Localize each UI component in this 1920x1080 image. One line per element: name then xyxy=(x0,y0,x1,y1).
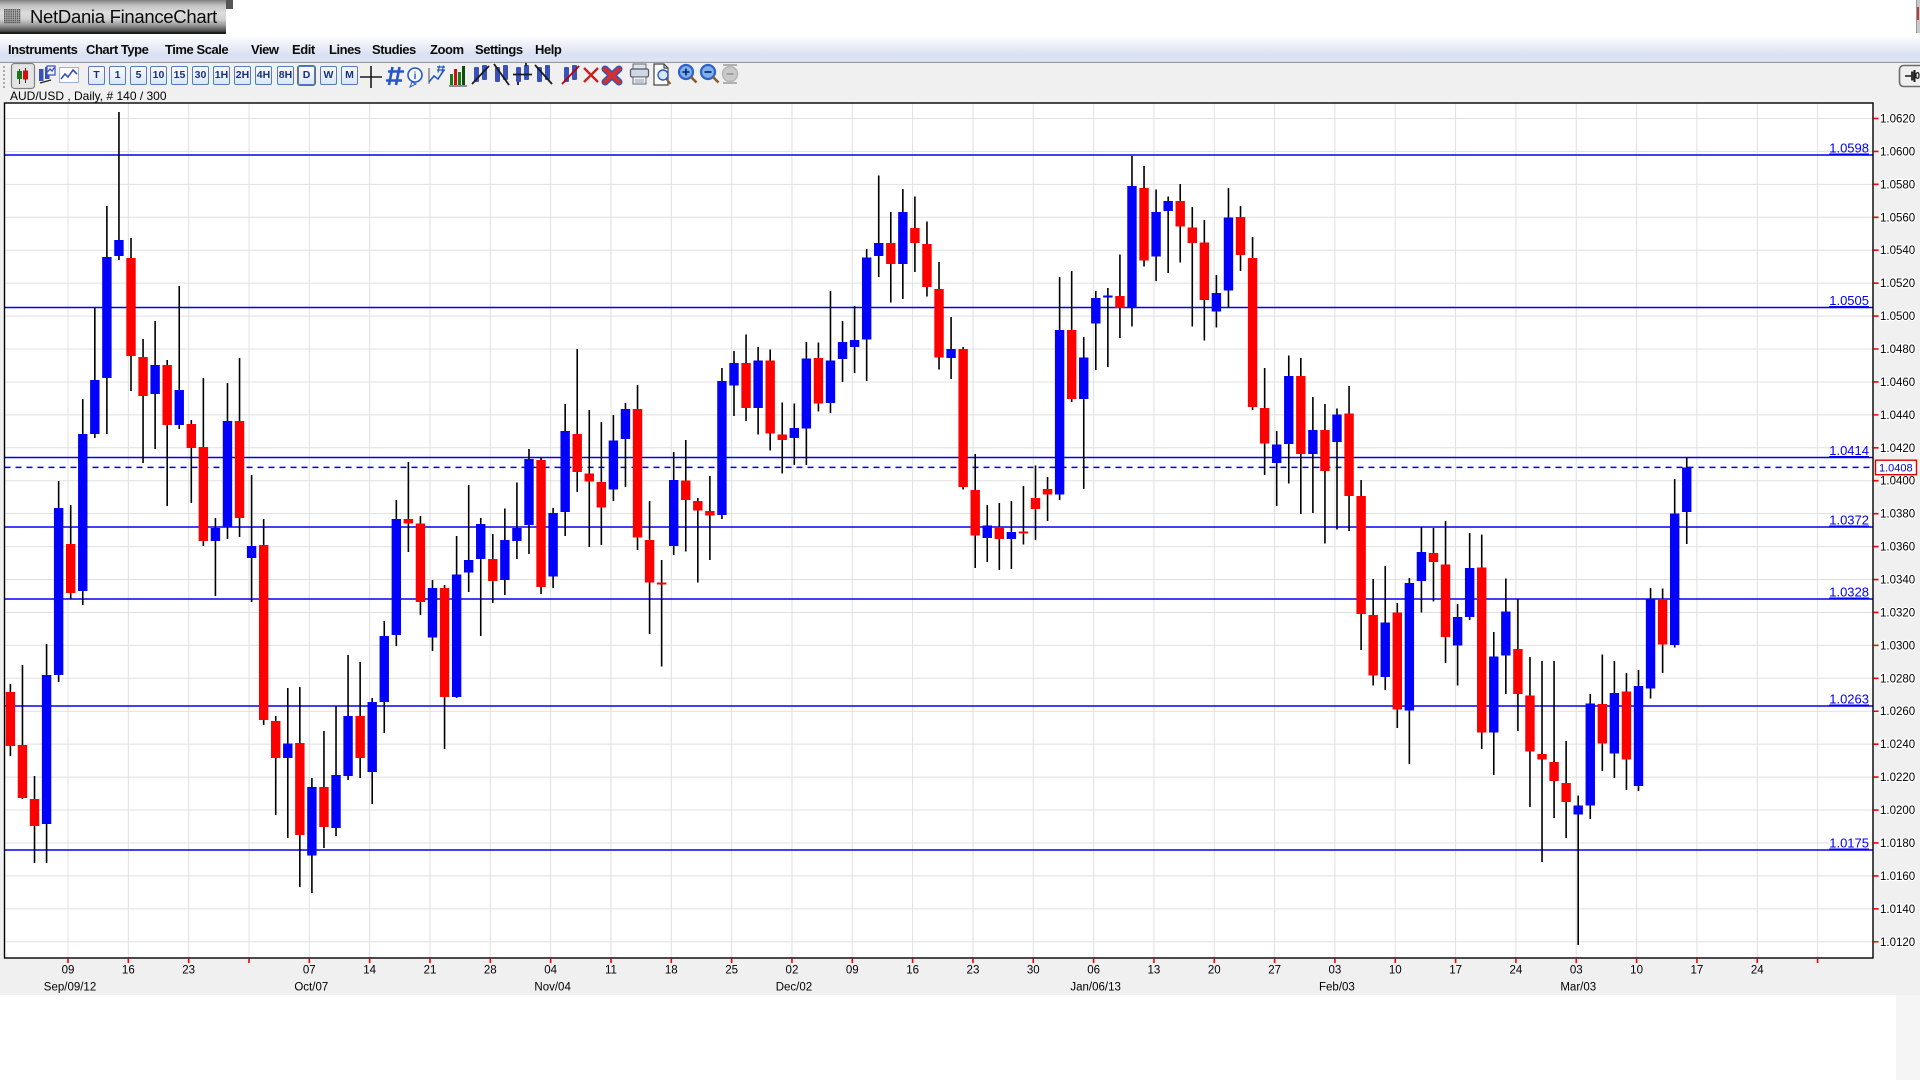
svg-text:Sep/09/12: Sep/09/12 xyxy=(44,982,96,994)
svg-text:11: 11 xyxy=(605,965,617,977)
svg-text:1.0160: 1.0160 xyxy=(1880,871,1915,883)
svg-text:20: 20 xyxy=(1208,965,1221,977)
svg-text:Mar/03: Mar/03 xyxy=(1560,982,1596,994)
svg-text:1.0600: 1.0600 xyxy=(1880,146,1915,158)
svg-text:23: 23 xyxy=(967,965,980,977)
svg-text:Feb/03: Feb/03 xyxy=(1319,982,1355,994)
svg-text:Oct/07: Oct/07 xyxy=(294,982,328,994)
svg-text:06: 06 xyxy=(1087,965,1100,977)
svg-text:1.0328: 1.0328 xyxy=(1829,585,1869,600)
svg-text:17: 17 xyxy=(1691,965,1704,977)
svg-text:04: 04 xyxy=(544,965,557,977)
svg-text:1.0520: 1.0520 xyxy=(1880,278,1915,290)
svg-text:10: 10 xyxy=(1389,965,1402,977)
svg-text:Dec/02: Dec/02 xyxy=(776,982,812,994)
svg-text:03: 03 xyxy=(1329,965,1342,977)
svg-text:09: 09 xyxy=(846,965,859,977)
svg-text:1.0240: 1.0240 xyxy=(1880,739,1915,751)
svg-text:27: 27 xyxy=(1268,965,1281,977)
svg-text:1.0400: 1.0400 xyxy=(1880,476,1915,488)
svg-text:1.0340: 1.0340 xyxy=(1880,575,1915,587)
svg-text:1.0380: 1.0380 xyxy=(1880,509,1915,521)
svg-text:1.0120: 1.0120 xyxy=(1880,937,1915,949)
svg-text:25: 25 xyxy=(725,965,738,977)
svg-text:1.0460: 1.0460 xyxy=(1880,377,1915,389)
svg-text:1.0175: 1.0175 xyxy=(1829,836,1869,851)
svg-text:Nov/04: Nov/04 xyxy=(534,982,571,994)
svg-text:21: 21 xyxy=(424,965,437,977)
svg-text:1.0360: 1.0360 xyxy=(1880,542,1915,554)
svg-text:16: 16 xyxy=(906,965,919,977)
svg-text:02: 02 xyxy=(786,965,799,977)
svg-text:1.0420: 1.0420 xyxy=(1880,443,1915,455)
svg-text:13: 13 xyxy=(1148,965,1161,977)
svg-text:1.0440: 1.0440 xyxy=(1880,410,1915,422)
svg-text:1.0414: 1.0414 xyxy=(1829,443,1869,458)
svg-text:1.0580: 1.0580 xyxy=(1880,179,1915,191)
svg-text:1.0263: 1.0263 xyxy=(1829,692,1869,707)
svg-text:24: 24 xyxy=(1510,965,1523,977)
svg-text:30: 30 xyxy=(1027,965,1040,977)
svg-text:1.0220: 1.0220 xyxy=(1880,772,1915,784)
svg-text:1.0480: 1.0480 xyxy=(1880,344,1915,356)
svg-text:1.0408: 1.0408 xyxy=(1879,462,1913,474)
svg-text:1.0300: 1.0300 xyxy=(1880,640,1915,652)
svg-text:09: 09 xyxy=(62,965,75,977)
svg-text:1.0505: 1.0505 xyxy=(1829,293,1869,308)
svg-text:1.0372: 1.0372 xyxy=(1829,513,1869,528)
svg-text:10: 10 xyxy=(1630,965,1643,977)
svg-text:1.0560: 1.0560 xyxy=(1880,212,1915,224)
svg-text:14: 14 xyxy=(363,965,376,977)
svg-text:1.0280: 1.0280 xyxy=(1880,673,1915,685)
svg-text:AUD/USD , Daily, # 140 / 300: AUD/USD , Daily, # 140 / 300 xyxy=(10,89,167,103)
svg-text:1.0320: 1.0320 xyxy=(1880,607,1915,619)
svg-text:03: 03 xyxy=(1570,965,1583,977)
svg-text:1.0500: 1.0500 xyxy=(1880,311,1915,323)
svg-text:1.0620: 1.0620 xyxy=(1880,114,1915,126)
svg-text:23: 23 xyxy=(182,965,195,977)
svg-text:Jan/06/13: Jan/06/13 xyxy=(1070,982,1121,994)
svg-text:i: i xyxy=(414,71,417,82)
svg-text:1.0598: 1.0598 xyxy=(1829,141,1869,156)
svg-text:24: 24 xyxy=(1751,965,1764,977)
svg-text:1.0200: 1.0200 xyxy=(1880,805,1915,817)
svg-text:1.0140: 1.0140 xyxy=(1880,904,1915,916)
svg-text:07: 07 xyxy=(303,965,316,977)
svg-text:18: 18 xyxy=(665,965,678,977)
svg-text:16: 16 xyxy=(122,965,135,977)
svg-text:1.0260: 1.0260 xyxy=(1880,706,1915,718)
svg-text:1.0180: 1.0180 xyxy=(1880,838,1915,850)
svg-text:17: 17 xyxy=(1449,965,1462,977)
svg-text:28: 28 xyxy=(484,965,497,977)
svg-text:1.0540: 1.0540 xyxy=(1880,245,1915,257)
